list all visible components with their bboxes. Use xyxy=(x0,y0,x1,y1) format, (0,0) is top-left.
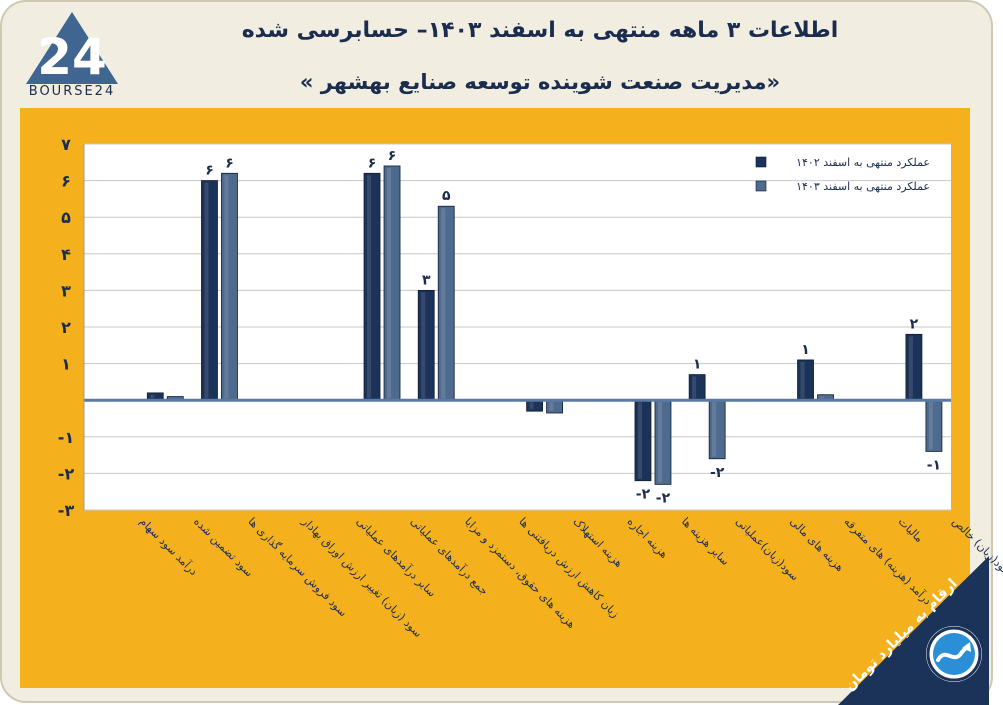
bar-highlight xyxy=(367,175,372,399)
category-label: زیان کاهش ارزش دریافتنی ها xyxy=(516,515,621,620)
data-label: ۱ xyxy=(801,342,810,358)
y-tick-label: ۱ xyxy=(61,355,71,374)
bourse24-logo: 24 xyxy=(22,8,122,106)
bar xyxy=(634,399,652,482)
legend-swatch xyxy=(755,180,767,192)
bar xyxy=(201,180,218,401)
bar xyxy=(526,399,543,412)
legend: عملکرد منتهی به اسفند ۱۴۰۲ عملکرد منتهی ب… xyxy=(755,156,930,193)
data-label: ۵ xyxy=(442,188,451,204)
data-label: ۱ xyxy=(693,357,702,373)
bar xyxy=(925,399,943,452)
bar xyxy=(546,399,563,414)
y-tick-label: ۴ xyxy=(61,245,71,264)
legend-swatch xyxy=(755,156,767,168)
bar xyxy=(797,359,814,401)
bar-highlight xyxy=(387,167,392,399)
category-label: هزینه های مالی xyxy=(787,515,846,574)
page-subtitle: «مدیریت صنعت شوینده توسعه صنایع بهشهر » xyxy=(299,70,781,94)
legend-entry: عملکرد منتهی به اسفند ۱۴۰۲ xyxy=(796,156,930,169)
bar xyxy=(688,374,706,401)
bar xyxy=(905,333,923,401)
bar-highlight xyxy=(637,402,642,479)
category-label: هزینه استهلاک xyxy=(570,515,625,570)
legend-entry: عملکرد منتهی به اسفند ۱۴۰۳ xyxy=(796,180,930,193)
bar-highlight xyxy=(820,396,825,399)
bar-highlight xyxy=(150,394,155,399)
bar-highlight xyxy=(224,175,229,399)
y-tick-label: ۲ xyxy=(61,318,71,337)
bourse24-badge-icon xyxy=(926,626,982,682)
axes xyxy=(83,144,951,510)
category-label: هزینه اجاره xyxy=(625,515,671,561)
category-label: سود فروش سرمایه گذاری ها xyxy=(245,515,349,619)
bar xyxy=(708,399,726,460)
logo-text: BOURSE24 xyxy=(28,84,116,99)
data-label: -۲ xyxy=(656,490,671,506)
bar xyxy=(437,205,455,401)
bar-highlight xyxy=(908,336,913,399)
bar-highlight xyxy=(928,402,933,450)
bar xyxy=(363,172,381,401)
y-tick-label: -۲ xyxy=(58,464,75,483)
data-label: -۲ xyxy=(710,465,725,481)
bar-highlight xyxy=(549,402,554,412)
bar-highlight xyxy=(692,376,697,399)
bar-highlight xyxy=(441,208,446,399)
y-tick-label: ۳ xyxy=(61,281,71,300)
bar-highlight xyxy=(421,292,426,399)
category-label: سایر هزینه ها xyxy=(679,515,732,568)
y-tick-label: -۳ xyxy=(58,501,75,520)
page-title: اطلاعات ۳ ماهه منتهی به اسفند ۱۴۰۳– حساب… xyxy=(241,18,839,43)
category-label: هزینه های حقوق، دستمزد و مزایا xyxy=(462,515,578,631)
data-label: -۲ xyxy=(636,487,651,503)
bar xyxy=(383,165,401,401)
data-label: ۳ xyxy=(422,272,431,288)
category-label: مالیات xyxy=(896,515,926,545)
bar-highlight xyxy=(204,182,209,399)
y-tick-label: -۱ xyxy=(58,428,74,447)
data-label: ۶ xyxy=(388,148,397,164)
bar xyxy=(417,289,435,401)
data-label: ۶ xyxy=(225,155,234,171)
bar-highlight xyxy=(800,361,805,399)
data-label: -۱ xyxy=(927,457,941,473)
data-label: ۲ xyxy=(910,316,919,332)
y-tick-labels: -۳ -۲ -۱ ۱ ۲ ۳ ۴ ۵ ۶ ۷ xyxy=(58,135,75,520)
bar xyxy=(221,172,238,401)
bar-highlight xyxy=(712,402,717,457)
bar xyxy=(654,399,672,485)
y-tick-label: ۷ xyxy=(61,135,71,154)
data-label: ۶ xyxy=(368,155,377,171)
svg-text:24: 24 xyxy=(37,28,107,86)
category-label: درآمد (هزینه) های متفرقه xyxy=(841,514,934,607)
y-tick-label: ۶ xyxy=(61,172,71,191)
bars xyxy=(146,165,943,485)
data-label: ۶ xyxy=(205,163,214,179)
bar-highlight xyxy=(657,402,662,483)
bar-highlight xyxy=(529,402,534,410)
y-tick-label: ۵ xyxy=(61,208,71,227)
